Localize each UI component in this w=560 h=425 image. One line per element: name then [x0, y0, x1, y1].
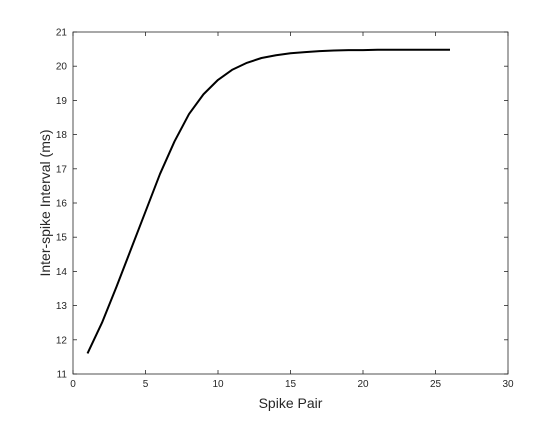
x-tick-label: 5: [143, 379, 149, 390]
y-tick-label: 15: [56, 233, 68, 244]
x-tick-label: 15: [285, 379, 297, 390]
y-axis-label: Inter-spike Interval (ms): [37, 129, 53, 276]
y-tick-label: 16: [56, 199, 68, 210]
y-tick-label: 14: [56, 267, 68, 278]
y-tick-label: 12: [56, 335, 68, 346]
y-tick-label: 11: [57, 370, 68, 381]
plot-frame: [72, 31, 509, 375]
y-tick-label: 20: [56, 62, 68, 73]
x-tick-label: 10: [212, 379, 224, 390]
x-axis-label: Spike Pair: [259, 395, 323, 411]
series-layer: [86, 48, 450, 354]
x-tick-label: 30: [502, 379, 514, 390]
y-tick-label: 19: [56, 96, 68, 107]
y-tick-label: 18: [56, 130, 68, 141]
x-axis: 0 5 10 15 20 25 30: [70, 32, 514, 390]
y-axis: 11 12 13 14 15 16 17 18 19 20 21: [56, 28, 508, 381]
y-tick-label: 21: [56, 28, 68, 39]
plot-area: 0 5 10 15 20 25 30 11 12 13 14 15 16 17 18 19 20 21: [56, 28, 514, 391]
x-tick-label: 25: [430, 379, 442, 390]
series-line-1: [86, 48, 450, 354]
y-tick-label: 13: [56, 301, 68, 312]
y-tick-label: 17: [56, 164, 68, 175]
x-tick-label: 20: [357, 379, 369, 390]
x-tick-label: 0: [70, 379, 76, 390]
